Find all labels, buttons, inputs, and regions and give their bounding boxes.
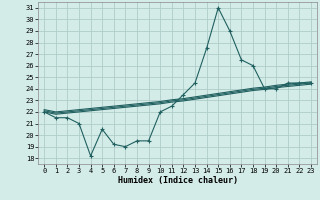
X-axis label: Humidex (Indice chaleur): Humidex (Indice chaleur) xyxy=(118,176,238,185)
